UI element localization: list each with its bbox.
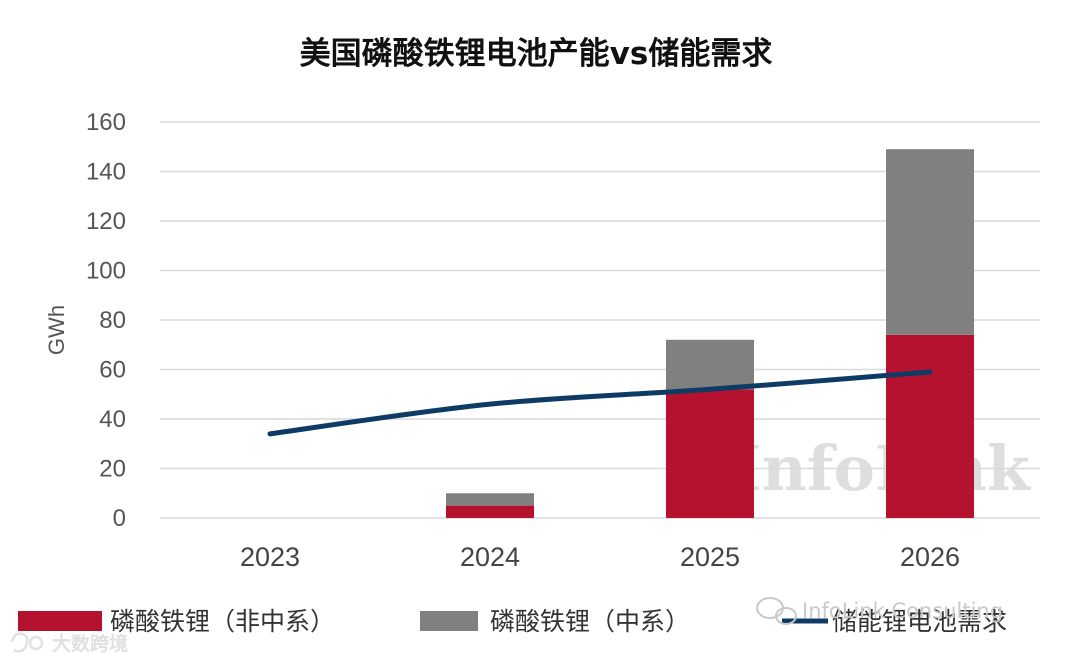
y-tick-label-40: 40 — [99, 406, 126, 433]
wechat-account-name: InfoLink Consulting — [802, 599, 1003, 623]
legend-label-non-chinese-lfp: 磷酸铁锂（非中系） — [110, 607, 335, 636]
y-tick-label-140: 140 — [86, 159, 126, 186]
legend: 磷酸铁锂（非中系） 磷酸铁锂（中系） 储能锂电池需求 — [18, 607, 1007, 636]
chart-title: 美国磷酸铁锂电池产能vs储能需求 — [300, 36, 773, 72]
bars — [446, 149, 974, 518]
x-axis-categories: 2023 2024 2025 2026 — [240, 542, 960, 572]
y-tick-label-60: 60 — [99, 357, 126, 384]
legend-item-storage-demand[interactable]: 储能锂电池需求 — [782, 607, 1007, 636]
x-category-label-2026: 2026 — [900, 542, 960, 572]
legend-item-chinese-lfp[interactable]: 磷酸铁锂（中系） — [420, 607, 690, 636]
bar-2026-series-0 — [886, 334, 974, 518]
x-category-label-2025: 2025 — [680, 542, 740, 572]
y-tick-label-100: 100 — [86, 258, 126, 285]
wechat-overlay: InfoLink Consulting — [756, 597, 1003, 625]
legend-swatch-non-chinese-lfp — [18, 611, 102, 631]
bar-2025-series-1 — [666, 339, 754, 390]
y-tick-label-0: 0 — [113, 505, 126, 532]
y-tick-label-120: 120 — [86, 208, 126, 235]
legend-label-storage-demand: 储能锂电池需求 — [832, 607, 1007, 636]
corner-overlay: 大数跨境 — [10, 632, 128, 655]
x-category-label-2024: 2024 — [460, 542, 520, 572]
y-axis-title: GWh — [44, 305, 69, 355]
corner-logo-icon — [10, 632, 44, 653]
x-category-label-2023: 2023 — [240, 542, 300, 572]
wechat-icon — [756, 597, 797, 625]
demand-line — [267, 369, 933, 437]
bar-2026-series-1 — [886, 149, 974, 335]
bar-2024-series-1 — [446, 493, 534, 506]
y-tick-label-20: 20 — [99, 456, 126, 483]
y-tick-label-80: 80 — [99, 307, 126, 334]
legend-label-chinese-lfp: 磷酸铁锂（中系） — [490, 607, 690, 636]
y-axis-ticks: 0 20 40 60 80 100 120 140 160 — [86, 109, 126, 532]
watermark-text: InfoLink — [733, 432, 1032, 505]
gridlines — [160, 121, 1040, 519]
bar-2024-series-0 — [446, 505, 534, 518]
line-series-2 — [267, 369, 933, 437]
legend-item-non-chinese-lfp[interactable]: 磷酸铁锂（非中系） — [18, 607, 335, 636]
bar-2025-series-0 — [666, 389, 754, 518]
legend-swatch-chinese-lfp — [420, 611, 478, 631]
corner-label: 大数跨境 — [52, 632, 128, 655]
y-tick-label-160: 160 — [86, 109, 126, 136]
